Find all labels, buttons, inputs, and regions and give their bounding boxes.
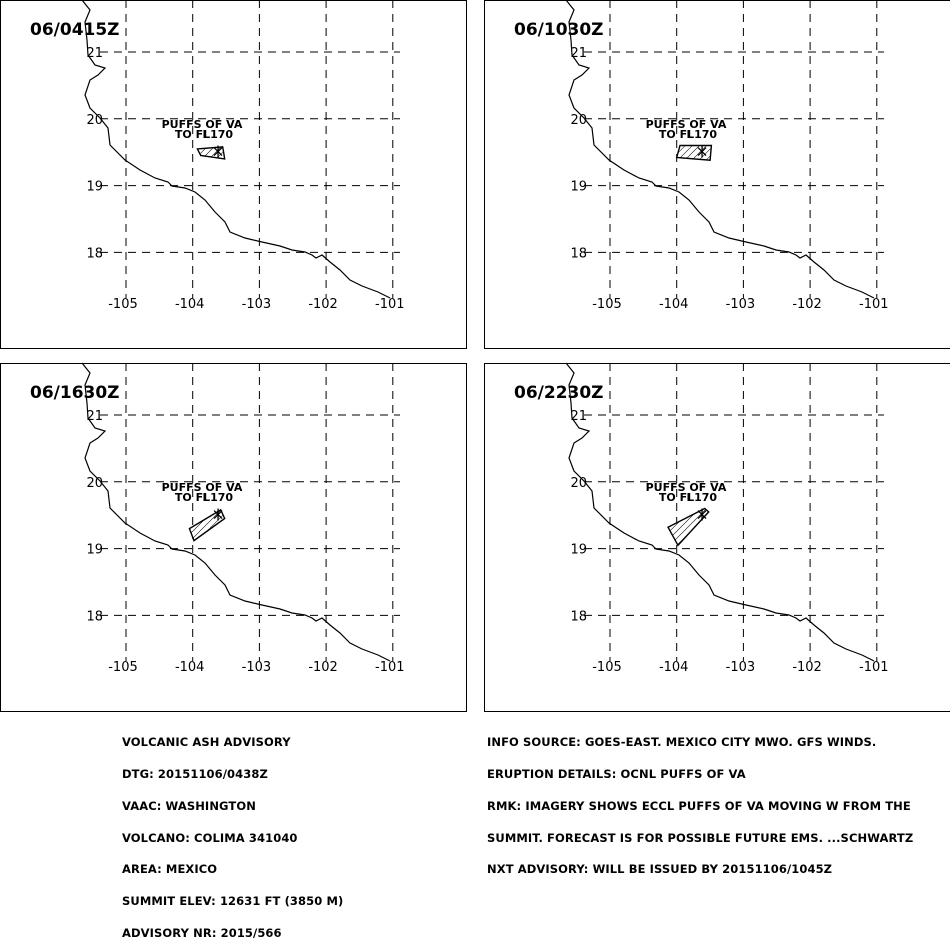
advisory-summit-elev: SUMMIT ELEV: 12631 FT (3850 M) xyxy=(122,896,343,907)
latitude-tick-label: 21 xyxy=(86,409,103,424)
longitude-tick-label: -101 xyxy=(859,660,889,675)
longitude-tick-label: -105 xyxy=(108,660,138,675)
longitude-tick-label: -105 xyxy=(592,660,622,675)
advisory-dtg: DTG: 20151106/0438Z xyxy=(122,769,343,780)
map-panel-2: 21201918-105-104-103-102-10106/1030ZPUFF… xyxy=(485,0,950,349)
map-panel-4: 21201918-105-104-103-102-10106/2230ZPUFF… xyxy=(485,363,950,712)
longitude-tick-label: -103 xyxy=(726,660,756,675)
longitude-tick-label: -102 xyxy=(792,660,822,675)
advisory-number: ADVISORY NR: 2015/566 xyxy=(122,928,343,939)
latitude-tick-label: 21 xyxy=(570,46,587,61)
advisory-volcano: VOLCANO: COLIMA 341040 xyxy=(122,833,343,844)
longitude-tick-label: -103 xyxy=(726,297,756,312)
map-panel-3: 21201918-105-104-103-102-10106/1630ZPUFF… xyxy=(1,363,467,712)
advisory-area: AREA: MEXICO xyxy=(122,864,343,875)
longitude-tick-label: -103 xyxy=(242,297,272,312)
latitude-tick-label: 18 xyxy=(570,246,587,261)
latitude-tick-label: 20 xyxy=(570,113,587,128)
advisory-eruption-details: ERUPTION DETAILS: OCNL PUFFS OF VA xyxy=(487,769,913,780)
advisory-remark-line-1: RMK: IMAGERY SHOWS ECCL PUFFS OF VA MOVI… xyxy=(487,801,913,812)
latitude-tick-label: 18 xyxy=(86,246,103,261)
latitude-tick-label: 18 xyxy=(570,609,587,624)
latitude-tick-label: 21 xyxy=(570,409,587,424)
longitude-tick-label: -102 xyxy=(792,297,822,312)
latitude-tick-label: 19 xyxy=(86,543,103,558)
longitude-tick-label: -104 xyxy=(659,660,689,675)
longitude-tick-label: -101 xyxy=(375,660,405,675)
map-panel-1: 21201918-105-104-103-102-10106/0415ZPUFF… xyxy=(1,0,467,349)
advisory-title: VOLCANIC ASH ADVISORY xyxy=(122,737,343,748)
panel-time-label: 06/0415Z xyxy=(30,20,120,40)
advisory-graphic: 21201918-105-104-103-102-10106/0415ZPUFF… xyxy=(0,0,950,812)
advisory-vaac: VAAC: WASHINGTON xyxy=(122,801,343,812)
advisory-details-block: INFO SOURCE: GOES-EAST. MEXICO CITY MWO.… xyxy=(487,716,913,886)
panel-time-label: 06/2230Z xyxy=(514,383,604,403)
longitude-tick-label: -104 xyxy=(659,297,689,312)
longitude-tick-label: -103 xyxy=(242,660,272,675)
latitude-tick-label: 21 xyxy=(86,46,103,61)
latitude-tick-label: 20 xyxy=(86,113,103,128)
longitude-tick-label: -104 xyxy=(175,297,205,312)
longitude-tick-label: -102 xyxy=(308,660,338,675)
longitude-tick-label: -105 xyxy=(592,297,622,312)
longitude-tick-label: -104 xyxy=(175,660,205,675)
latitude-tick-label: 19 xyxy=(86,180,103,195)
longitude-tick-label: -101 xyxy=(375,297,405,312)
advisory-remark-line-2: SUMMIT. FORECAST IS FOR POSSIBLE FUTURE … xyxy=(487,833,913,844)
latitude-tick-label: 20 xyxy=(86,476,103,491)
panel-time-label: 06/1630Z xyxy=(30,383,120,403)
panel-time-label: 06/1030Z xyxy=(514,20,604,40)
advisory-next: NXT ADVISORY: WILL BE ISSUED BY 20151106… xyxy=(487,864,913,875)
latitude-tick-label: 19 xyxy=(570,180,587,195)
longitude-tick-label: -105 xyxy=(108,297,138,312)
advisory-header-block: VOLCANIC ASH ADVISORY DTG: 20151106/0438… xyxy=(122,716,343,949)
latitude-tick-label: 18 xyxy=(86,609,103,624)
longitude-tick-label: -101 xyxy=(859,297,889,312)
advisory-info-source: INFO SOURCE: GOES-EAST. MEXICO CITY MWO.… xyxy=(487,737,913,748)
latitude-tick-label: 20 xyxy=(570,476,587,491)
longitude-tick-label: -102 xyxy=(308,297,338,312)
latitude-tick-label: 19 xyxy=(570,543,587,558)
